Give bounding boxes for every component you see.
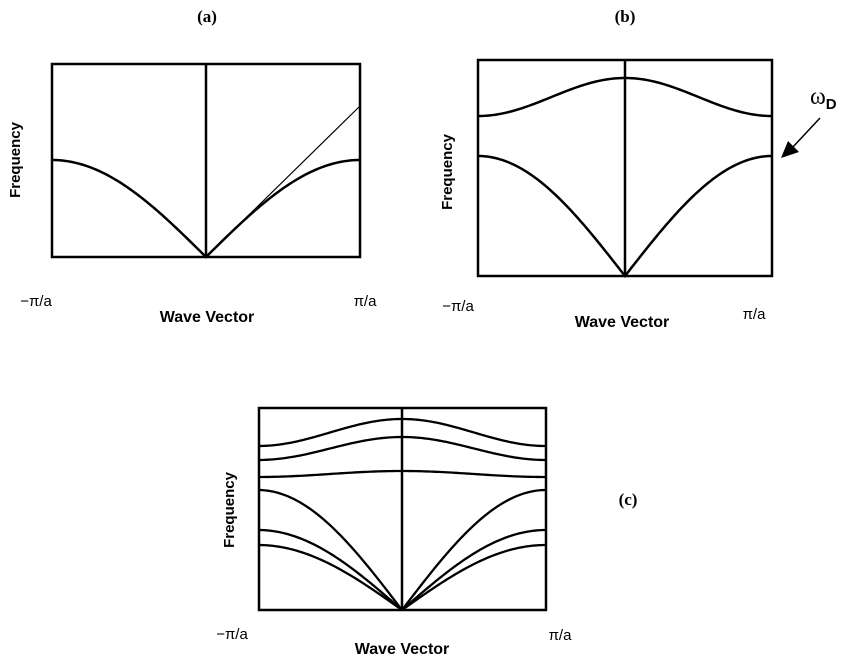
panel-c-label: (c) xyxy=(619,490,638,509)
panel-b-x-tick-right: π/a xyxy=(743,306,767,323)
omega-d-arrow-head xyxy=(781,141,799,158)
panel-c-optical-branch-2 xyxy=(258,435,547,462)
panel-a-linear-approximation xyxy=(205,105,361,258)
panel-b-optical-branch xyxy=(477,76,773,118)
panel-b: (b) Frequency −π/a π/a Wave Vector ωD xyxy=(439,7,837,331)
panel-a-x-tick-left: −π/a xyxy=(20,293,52,310)
panel-b-label: (b) xyxy=(615,7,636,26)
panel-c-acoustic-branch-3 xyxy=(258,488,547,611)
panel-a-x-axis-label: Wave Vector xyxy=(160,309,255,326)
omega-subscript: D xyxy=(826,96,837,113)
panel-a-label: (a) xyxy=(197,7,217,26)
panel-a-x-tick-right: π/a xyxy=(354,293,378,310)
panel-b-y-axis-label: Frequency xyxy=(439,133,456,210)
omega-d-label: ωD xyxy=(810,84,837,113)
panel-b-x-axis-label: Wave Vector xyxy=(575,314,670,331)
panel-b-x-tick-left: −π/a xyxy=(442,298,474,315)
panel-c-x-axis-label: Wave Vector xyxy=(355,641,450,658)
panel-c-y-axis-label: Frequency xyxy=(221,471,238,548)
panel-a-y-axis-label: Frequency xyxy=(7,121,24,198)
panel-b-acoustic-branch xyxy=(477,154,773,279)
omega-symbol: ω xyxy=(810,84,826,110)
panel-c-optical-branch-1 xyxy=(258,469,546,479)
panel-c-x-tick-right: π/a xyxy=(549,627,573,644)
panel-c-optical-branch-3 xyxy=(258,417,547,448)
omega-d-annotation: ωD xyxy=(781,84,837,158)
panel-c-branches xyxy=(258,417,547,611)
omega-d-arrow-shaft xyxy=(791,117,821,149)
panel-c: Frequency −π/a π/a Wave Vector (c) xyxy=(216,406,638,658)
panel-a: (a) Frequency −π/a π/a Wave Vector xyxy=(7,7,377,326)
panel-c-x-tick-left: −π/a xyxy=(216,626,248,643)
